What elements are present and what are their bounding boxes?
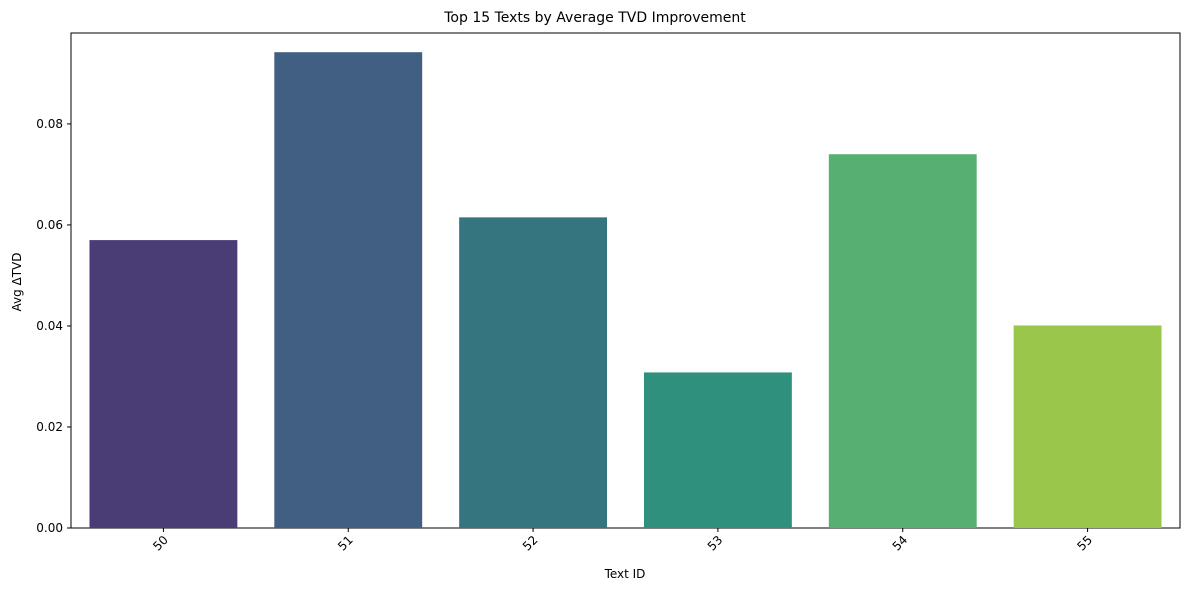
y-tick-label: 0.04: [36, 319, 63, 333]
bar-50: [89, 240, 238, 528]
x-tick-label-52: 52: [520, 533, 541, 554]
x-tick-label-54: 54: [890, 533, 911, 554]
x-axis: 50 51 52 53 54 55: [150, 528, 1095, 554]
x-tick-label-51: 51: [335, 533, 356, 554]
y-tick-label: 0.06: [36, 218, 63, 232]
bar-55: [1013, 325, 1162, 528]
x-tick-label-50: 50: [150, 533, 171, 554]
bar-54: [828, 154, 977, 528]
y-tick-label: 0.00: [36, 521, 63, 535]
bar-53: [643, 372, 792, 528]
chart-title: Top 15 Texts by Average TVD Improvement: [443, 10, 746, 26]
bar-52: [459, 217, 608, 528]
x-axis-label: Text ID: [604, 567, 646, 581]
x-tick-label-53: 53: [705, 533, 726, 554]
plot-area: 0.00 0.02 0.04 0.06 0.08 50 51 52 53 54 55: [36, 32, 1181, 554]
y-axis: 0.00 0.02 0.04 0.06 0.08: [36, 117, 71, 535]
x-tick-label-55: 55: [1074, 533, 1095, 554]
y-tick-label: 0.02: [36, 420, 63, 434]
y-axis-label: Avg ΔTVD: [10, 252, 24, 311]
bars: [89, 52, 1162, 528]
y-tick-label: 0.08: [36, 117, 63, 131]
bar-51: [274, 52, 423, 528]
plot-frame: [70, 32, 1181, 529]
